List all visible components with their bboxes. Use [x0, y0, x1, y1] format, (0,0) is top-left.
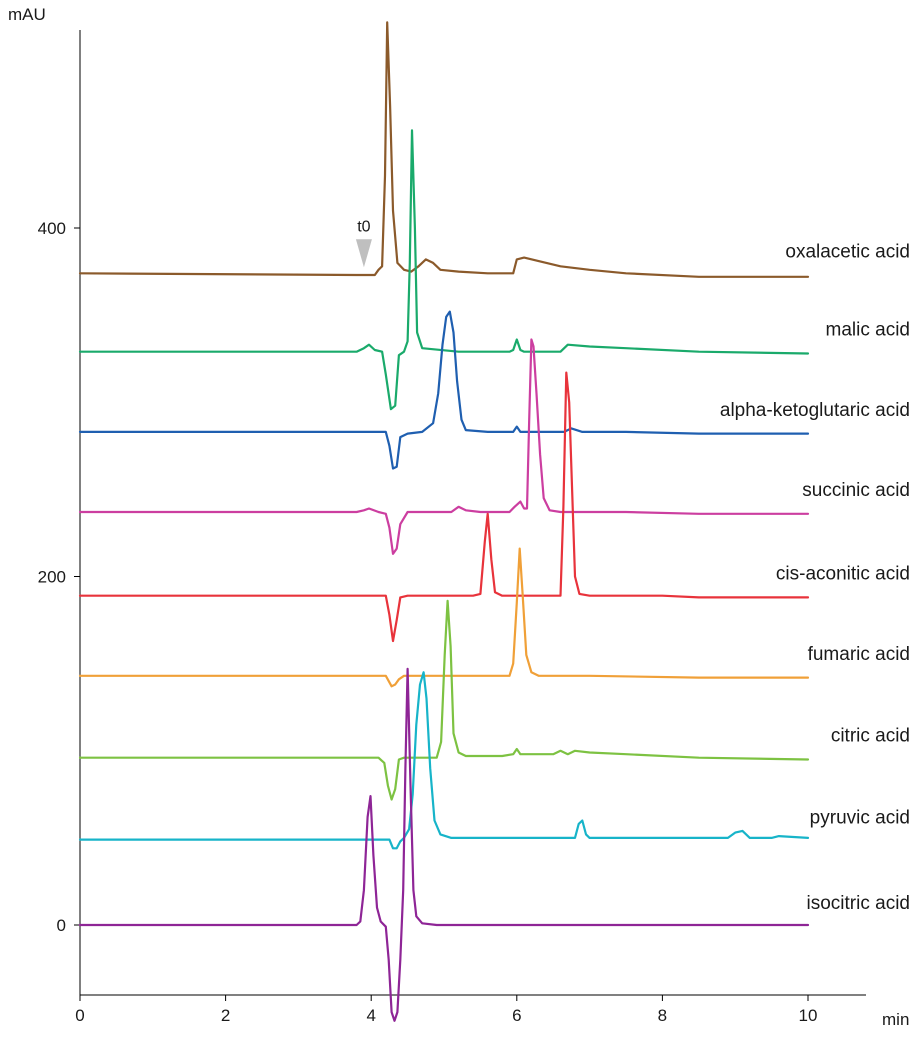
axes: 0 2 4 6 8 10 0 200 400 — [38, 30, 866, 1025]
series-line — [78, 667, 810, 1022]
x-tick-label: 0 — [75, 1006, 84, 1025]
series-line — [78, 371, 810, 643]
series-label: citric acid — [831, 726, 910, 747]
series-labels: oxalacetic acid malic acid alpha-ketogluta… — [720, 241, 910, 914]
series-label: fumaric acid — [808, 644, 910, 665]
series-line — [78, 547, 810, 688]
traces — [78, 21, 810, 1022]
y-axis-unit: mAU — [8, 5, 46, 24]
series-line — [78, 599, 810, 801]
series-label: isocitric acid — [807, 893, 910, 914]
series-label: succinic acid — [802, 480, 910, 501]
x-axis-unit: min — [882, 1010, 909, 1029]
series-line — [78, 338, 810, 555]
y-tick-label: 400 — [38, 219, 66, 238]
x-tick-label: 8 — [658, 1006, 667, 1025]
series-label: pyruvic acid — [810, 808, 910, 829]
t0-label: t0 — [357, 218, 370, 235]
series-label: oxalacetic acid — [785, 241, 910, 262]
series-label: malic acid — [826, 320, 910, 341]
x-tick-label: 10 — [799, 1006, 818, 1025]
y-tick-label: 200 — [38, 568, 66, 587]
series-label: cis-aconitic acid — [776, 564, 910, 585]
y-tick-label: 0 — [57, 916, 66, 935]
series-line — [78, 21, 810, 278]
annotations: t0 — [355, 218, 372, 268]
x-tick-label: 2 — [221, 1006, 230, 1025]
series-label: alpha-ketoglutaric acid — [720, 400, 910, 421]
series-line — [78, 671, 810, 850]
x-tick-label: 6 — [512, 1006, 521, 1025]
series-line — [78, 129, 810, 411]
t0-marker — [355, 239, 372, 268]
x-tick-label: 4 — [366, 1006, 375, 1025]
series-line — [78, 310, 810, 470]
